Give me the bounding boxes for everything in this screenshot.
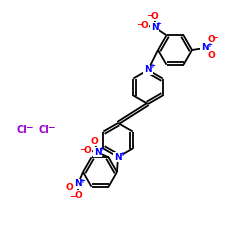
Text: N: N — [201, 44, 209, 52]
Text: −: − — [47, 122, 55, 132]
Text: O: O — [207, 36, 215, 44]
Text: −: − — [25, 122, 33, 132]
Text: N: N — [114, 152, 122, 162]
Text: −: − — [212, 34, 218, 42]
Text: Cl: Cl — [16, 125, 28, 135]
Text: +: + — [156, 21, 162, 27]
Text: N: N — [94, 148, 101, 157]
Text: N: N — [74, 180, 82, 188]
Text: −: − — [146, 11, 153, 20]
Text: −: − — [70, 192, 76, 202]
Text: +: + — [120, 151, 126, 157]
Text: +: + — [206, 42, 212, 48]
Text: Cl: Cl — [38, 125, 50, 135]
Text: −: − — [79, 145, 86, 154]
Text: O: O — [84, 146, 92, 155]
Text: N: N — [144, 66, 152, 74]
Text: O: O — [150, 12, 158, 21]
Text: O: O — [140, 21, 148, 30]
Text: O: O — [74, 190, 82, 200]
Text: +: + — [98, 146, 104, 152]
Text: +: + — [150, 64, 156, 70]
Text: +: + — [79, 178, 85, 184]
Text: O: O — [90, 137, 98, 146]
Text: −: − — [136, 20, 143, 29]
Text: O: O — [65, 184, 73, 192]
Text: N: N — [151, 23, 158, 32]
Text: O: O — [207, 50, 215, 59]
